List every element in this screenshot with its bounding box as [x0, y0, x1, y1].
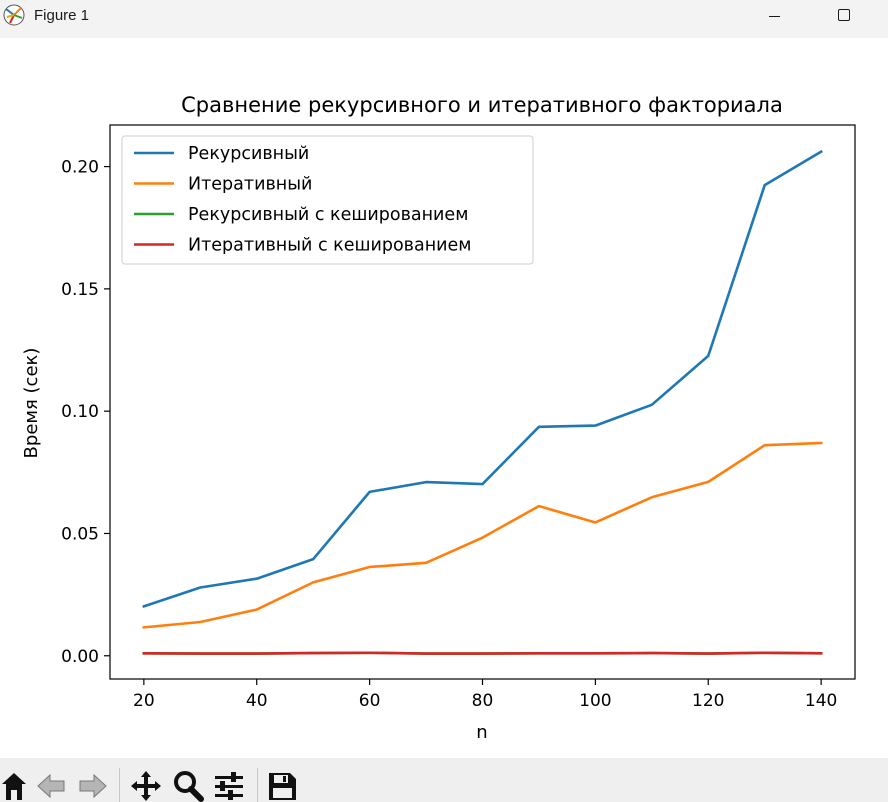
maximize-button[interactable]: [820, 0, 868, 32]
figure-canvas: Сравнение рекурсивного и итеративного фа…: [0, 38, 888, 758]
x-tick-label: 140: [805, 691, 837, 711]
y-axis-label: Время (сек): [21, 348, 42, 459]
y-tick-label: 0.00: [61, 647, 99, 667]
x-tick-label: 20: [133, 691, 155, 711]
series-line-4: [142, 651, 823, 655]
legend-label-2: Итеративный: [188, 175, 312, 195]
y-tick-label: 0.05: [61, 524, 99, 544]
x-tick-label: 40: [246, 691, 268, 711]
legend-label-4: Итеративный с кешированием: [188, 236, 472, 256]
plot-area: 20 40 60 80 100 120 140 0.00 0.05 0.10 0.15 0.20 Рек…: [61, 124, 856, 711]
x-tick-label: 120: [692, 691, 724, 711]
x-tick-label: 100: [579, 691, 611, 711]
matplotlib-icon: [3, 4, 25, 26]
x-tick-label: 60: [359, 691, 381, 711]
legend-label-1: Рекурсивный: [188, 144, 309, 164]
y-tick-label: 0.10: [61, 402, 99, 422]
legend-label-3: Рекурсивный с кешированием: [188, 205, 468, 225]
title-bar: Figure 1: [0, 0, 888, 38]
series-line-2: [142, 441, 823, 629]
x-axis-label: n: [476, 722, 487, 743]
navigation-toolbar: [0, 758, 888, 802]
window-title: Figure 1: [34, 7, 90, 24]
chart-title: Сравнение рекурсивного и итеративного фа…: [181, 93, 783, 117]
back-arrow-icon[interactable]: [36, 770, 68, 802]
forward-arrow-icon[interactable]: [76, 770, 108, 802]
configure-subplots-icon[interactable]: [214, 770, 246, 802]
toolbar-separator: [257, 768, 258, 802]
legend-box: [121, 135, 534, 265]
toolbar-separator: [119, 768, 120, 802]
zoom-magnifier-icon[interactable]: [172, 770, 204, 802]
y-tick-label: 0.20: [61, 158, 99, 178]
minimize-button[interactable]: [750, 0, 798, 32]
series-line-1: [142, 149, 823, 609]
home-icon[interactable]: [0, 770, 32, 802]
x-tick-label: 80: [472, 691, 494, 711]
pan-move-icon[interactable]: [130, 770, 162, 802]
y-tick-label: 0.15: [61, 280, 99, 300]
save-floppy-icon[interactable]: [266, 770, 298, 802]
